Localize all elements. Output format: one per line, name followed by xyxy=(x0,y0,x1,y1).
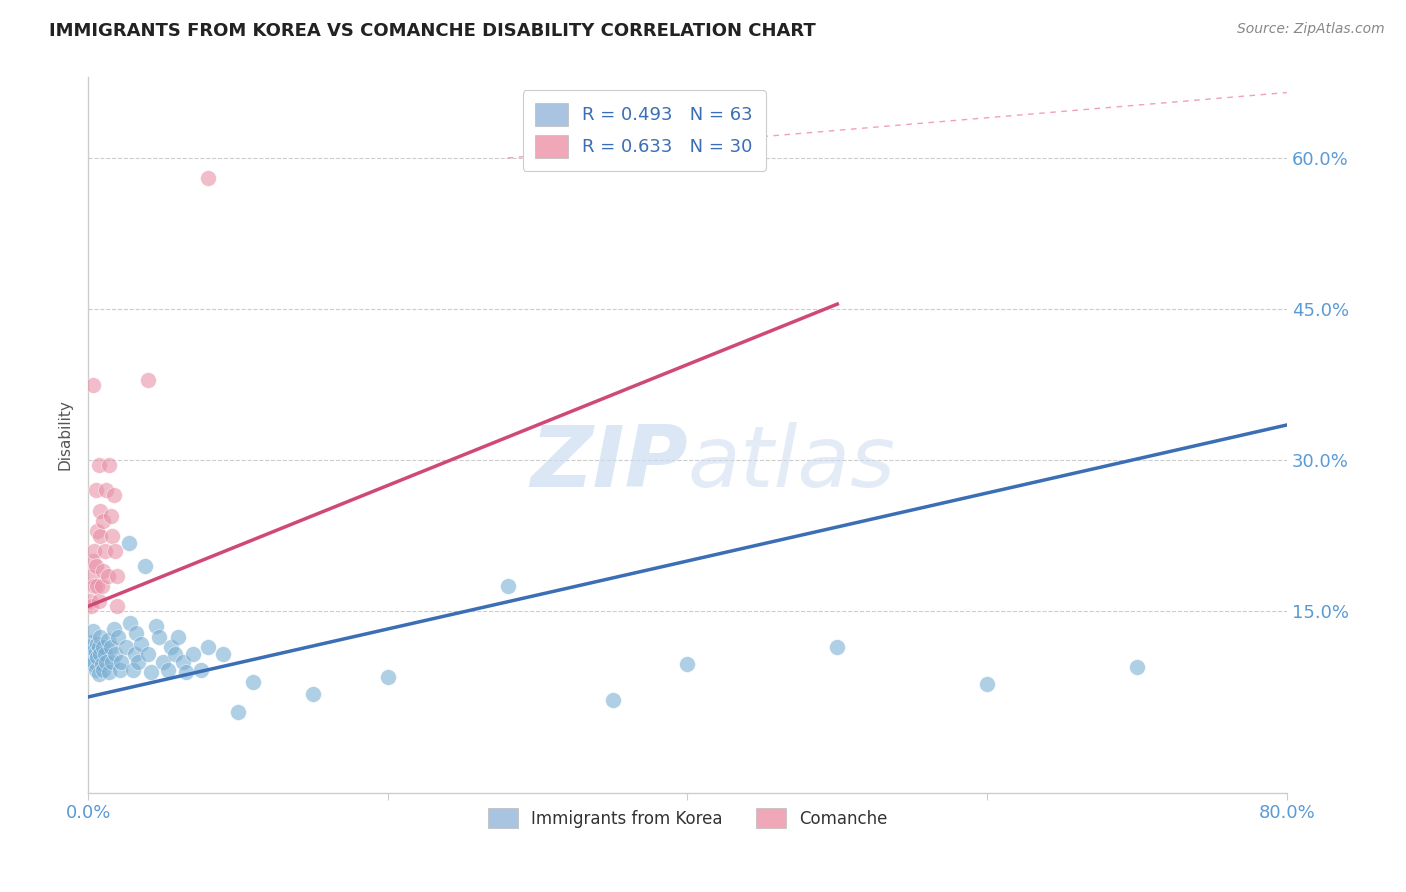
Point xyxy=(83,642,105,657)
Point xyxy=(212,647,235,661)
Point xyxy=(84,645,107,659)
Point xyxy=(79,640,101,654)
Point xyxy=(89,503,111,517)
Point xyxy=(197,171,219,186)
Point xyxy=(87,640,110,654)
Point xyxy=(82,554,104,568)
Point xyxy=(103,488,125,502)
Point xyxy=(226,705,249,719)
Point xyxy=(91,640,114,654)
Point xyxy=(90,657,112,671)
Point xyxy=(145,619,167,633)
Point xyxy=(91,564,114,578)
Point xyxy=(167,630,190,644)
Point xyxy=(496,579,519,593)
Point xyxy=(827,640,849,654)
Point xyxy=(83,579,105,593)
Point xyxy=(89,647,111,661)
Y-axis label: Disability: Disability xyxy=(58,400,72,470)
Point xyxy=(197,640,219,654)
Text: ZIP: ZIP xyxy=(530,422,688,505)
Point xyxy=(156,663,179,677)
Point xyxy=(139,665,162,679)
Point xyxy=(87,666,110,681)
Point xyxy=(86,579,108,593)
Point xyxy=(148,630,170,644)
Point xyxy=(87,458,110,473)
Point xyxy=(80,647,103,661)
Point xyxy=(94,655,117,669)
Point xyxy=(86,524,108,538)
Point xyxy=(124,647,146,661)
Point xyxy=(100,640,122,654)
Point xyxy=(100,508,122,523)
Point xyxy=(976,677,998,691)
Point xyxy=(190,663,212,677)
Point xyxy=(105,599,128,614)
Point xyxy=(117,536,139,550)
Point xyxy=(98,458,121,473)
Point xyxy=(82,657,104,671)
Point xyxy=(108,663,131,677)
Point xyxy=(80,634,103,648)
Text: IMMIGRANTS FROM KOREA VS COMANCHE DISABILITY CORRELATION CHART: IMMIGRANTS FROM KOREA VS COMANCHE DISABI… xyxy=(49,22,815,40)
Point xyxy=(107,630,129,644)
Point xyxy=(84,663,107,677)
Point xyxy=(114,640,136,654)
Point xyxy=(1126,659,1149,673)
Point xyxy=(136,373,159,387)
Point xyxy=(110,655,132,669)
Point xyxy=(82,624,104,639)
Point xyxy=(172,655,194,669)
Point xyxy=(101,529,124,543)
Point xyxy=(174,665,197,679)
Point xyxy=(89,529,111,543)
Point xyxy=(84,559,107,574)
Point xyxy=(86,649,108,664)
Text: Source: ZipAtlas.com: Source: ZipAtlas.com xyxy=(1237,22,1385,37)
Point xyxy=(152,655,174,669)
Point xyxy=(84,483,107,498)
Point xyxy=(103,623,125,637)
Point xyxy=(79,594,101,608)
Point xyxy=(302,687,325,701)
Point xyxy=(93,647,115,661)
Point xyxy=(181,647,204,661)
Point xyxy=(134,559,156,574)
Point xyxy=(676,657,699,671)
Point xyxy=(104,544,127,558)
Point xyxy=(602,693,624,707)
Point xyxy=(125,626,148,640)
Point xyxy=(83,655,105,669)
Point xyxy=(94,483,117,498)
Point xyxy=(101,655,124,669)
Point xyxy=(80,599,103,614)
Point xyxy=(89,630,111,644)
Point xyxy=(87,594,110,608)
Point xyxy=(105,569,128,583)
Point xyxy=(122,663,145,677)
Point xyxy=(91,663,114,677)
Point xyxy=(165,647,187,661)
Point xyxy=(83,544,105,558)
Point xyxy=(90,579,112,593)
Point xyxy=(104,647,127,661)
Point xyxy=(159,640,181,654)
Point xyxy=(129,636,152,650)
Point xyxy=(127,655,149,669)
Point xyxy=(377,670,399,684)
Legend: Immigrants from Korea, Comanche: Immigrants from Korea, Comanche xyxy=(481,802,894,834)
Point xyxy=(82,377,104,392)
Point xyxy=(97,632,120,647)
Text: atlas: atlas xyxy=(688,422,896,505)
Point xyxy=(86,636,108,650)
Point xyxy=(98,665,121,679)
Point xyxy=(242,674,264,689)
Point xyxy=(120,616,142,631)
Point xyxy=(97,569,120,583)
Point xyxy=(93,544,115,558)
Point xyxy=(136,647,159,661)
Point xyxy=(91,514,114,528)
Point xyxy=(80,569,103,583)
